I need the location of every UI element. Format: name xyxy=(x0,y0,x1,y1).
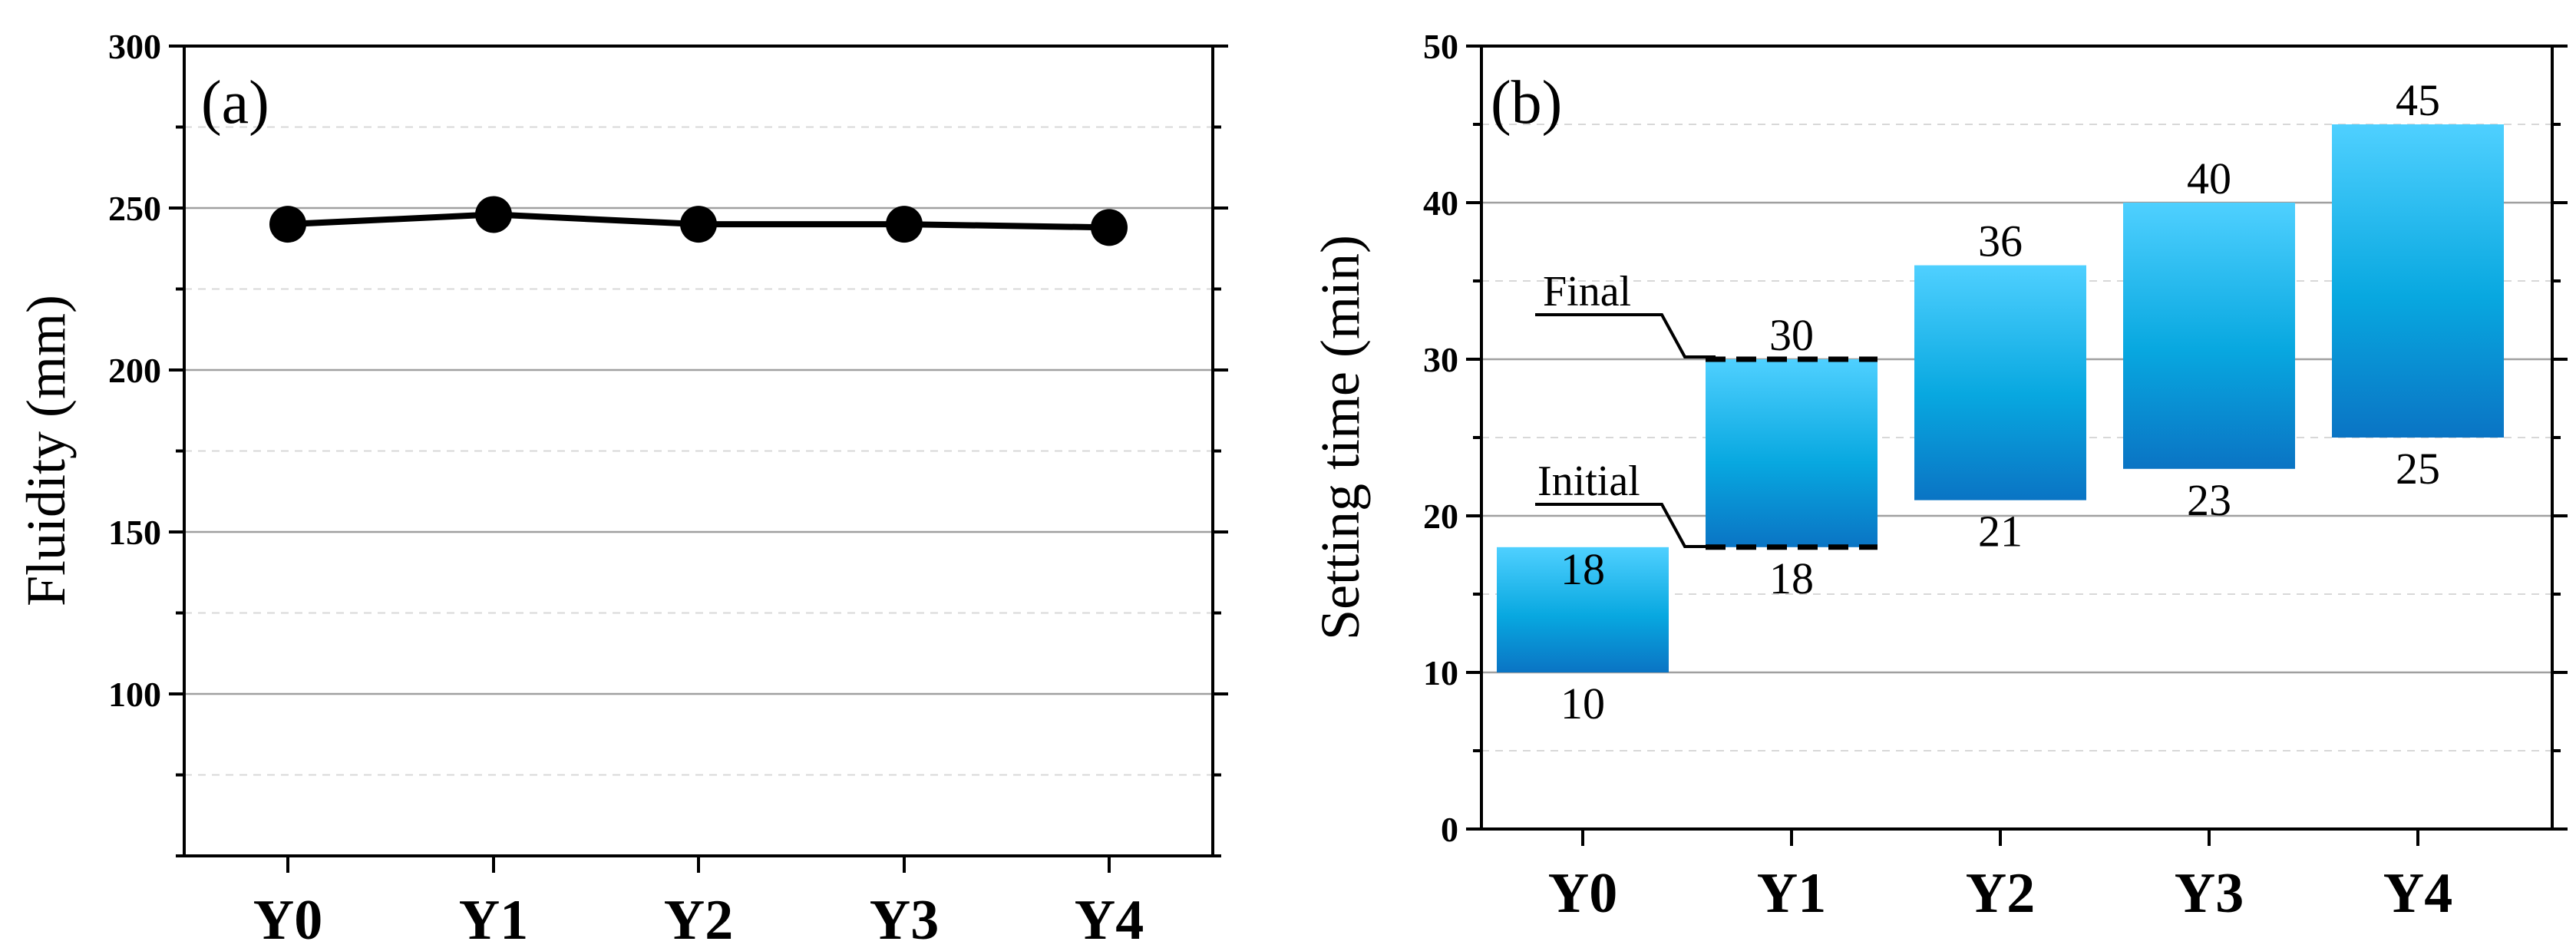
initial-value-label: 23 xyxy=(2187,475,2231,525)
fluidity-chart: 100 150 200 250 300 Y0 Y1 Y2 Y3 Y4 (a) Fluidity … xyxy=(15,27,1228,948)
y-tick-label: 50 xyxy=(1423,27,1458,66)
setting-time-y-axis: 0 10 20 30 40 50 xyxy=(1423,27,2568,849)
initial-leader-line xyxy=(1535,503,1716,548)
y-tick-label: 30 xyxy=(1423,340,1458,379)
fluidity-point xyxy=(886,206,923,243)
y-tick-label: 100 xyxy=(108,675,161,714)
initial-annotation: Initial xyxy=(1537,457,1640,505)
y-tick-label: 0 xyxy=(1441,810,1458,849)
fluidity-y-axis-label: Fluidity (mm) xyxy=(15,295,77,606)
fluidity-x-axis: Y0 Y1 Y2 Y3 Y4 xyxy=(253,856,1144,948)
x-tick-label: Y4 xyxy=(2383,862,2452,925)
x-tick-label: Y3 xyxy=(870,889,939,948)
fluidity-series xyxy=(269,196,1128,246)
panel-label-a: (a) xyxy=(201,69,269,137)
initial-value-label: 10 xyxy=(1560,679,1605,728)
setting-time-annotations: Final Initial xyxy=(1535,268,1716,548)
final-leader-line xyxy=(1535,313,1716,358)
setting-time-bar xyxy=(1914,265,2086,500)
initial-value-label: 25 xyxy=(2396,444,2440,494)
final-annotation: Final xyxy=(1543,268,1631,315)
setting-time-y-axis-label: Setting time (min) xyxy=(1309,235,1371,640)
y-tick-label: 10 xyxy=(1423,653,1458,692)
y-tick-label: 20 xyxy=(1423,497,1458,536)
y-tick-label: 200 xyxy=(108,351,161,390)
x-tick-label: Y2 xyxy=(664,889,733,948)
fluidity-point xyxy=(475,196,512,233)
y-tick-label: 150 xyxy=(108,513,161,552)
fluidity-point xyxy=(680,206,717,243)
x-tick-label: Y3 xyxy=(2175,862,2244,925)
x-tick-label: Y4 xyxy=(1075,889,1144,948)
y-tick-label: 300 xyxy=(108,27,161,66)
y-tick-label: 40 xyxy=(1423,183,1458,223)
setting-time-bars: 18 10 30 18 36 21 40 23 45 25 xyxy=(1497,75,2504,728)
x-tick-label: Y0 xyxy=(253,889,322,948)
x-tick-label: Y0 xyxy=(1548,862,1617,925)
setting-time-bar xyxy=(1497,547,1669,672)
x-tick-label: Y1 xyxy=(1757,862,1826,925)
setting-time-bar xyxy=(2332,124,2504,438)
setting-time-bar xyxy=(2123,203,2295,469)
setting-time-bar xyxy=(1706,359,1878,547)
final-value-label: 40 xyxy=(2187,154,2231,203)
panel-label-b: (b) xyxy=(1491,69,1562,137)
y-tick-label: 250 xyxy=(108,189,161,228)
initial-value-label: 18 xyxy=(1769,553,1814,603)
x-tick-label: Y1 xyxy=(459,889,528,948)
final-value-label: 18 xyxy=(1560,544,1605,594)
fluidity-y-axis: 100 150 200 250 300 xyxy=(108,27,1228,857)
final-value-label: 30 xyxy=(1769,310,1814,360)
fluidity-gridlines xyxy=(184,126,1213,776)
final-value-label: 45 xyxy=(2396,75,2440,125)
final-value-label: 36 xyxy=(1978,216,2023,266)
setting-time-x-axis: Y0 Y1 Y2 Y3 Y4 xyxy=(1548,829,2452,925)
fluidity-point xyxy=(1091,209,1128,246)
fluidity-point xyxy=(269,206,306,243)
x-tick-label: Y2 xyxy=(1966,862,2035,925)
initial-value-label: 21 xyxy=(1978,507,2023,557)
